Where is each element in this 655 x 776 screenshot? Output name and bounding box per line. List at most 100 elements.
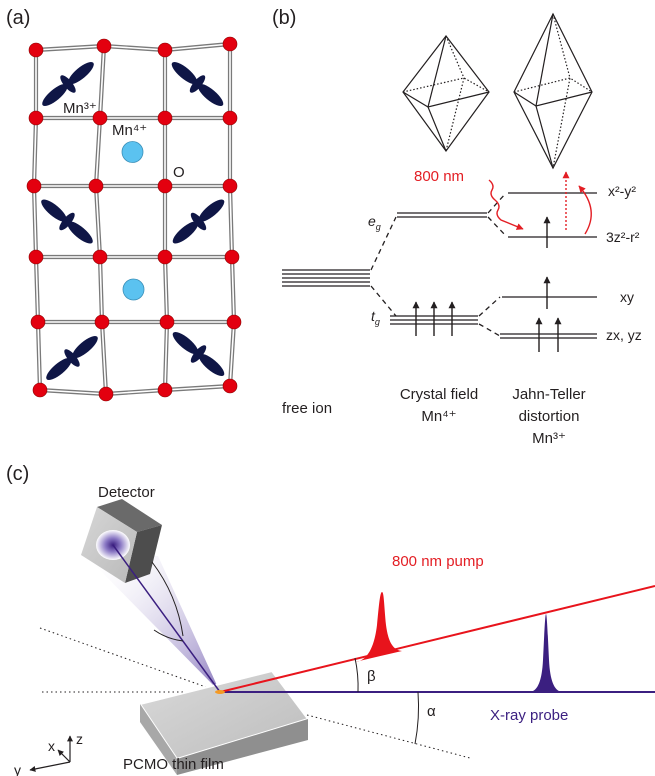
electron-spins <box>412 216 562 352</box>
bond-highlight <box>99 256 103 323</box>
detector-label: Detector <box>98 484 155 501</box>
oxygen-atom <box>157 110 173 126</box>
oxygen-atom <box>222 178 238 194</box>
mn3-orbital <box>42 61 94 107</box>
panel-a-label: (a) <box>6 7 30 29</box>
mn3-orbitals <box>41 61 225 381</box>
level-x2-y2: x²-y² <box>608 183 636 199</box>
oxygen-atom <box>32 382 48 398</box>
oxygen-atom <box>26 178 42 194</box>
bond-highlight <box>39 389 107 395</box>
oxygen-label: O <box>173 164 185 181</box>
axis-y-label: y <box>14 762 21 776</box>
orbital-ring <box>189 75 206 93</box>
mn3-label: Mn³⁺ <box>63 100 97 117</box>
caption-crystal-field-ion: Mn⁴⁺ <box>421 408 456 425</box>
bond-highlight <box>37 321 41 391</box>
orbital-lobe <box>42 83 68 107</box>
caption-free-ion: free ion <box>282 400 332 417</box>
orbital-lobe <box>198 353 225 377</box>
scattered-beam <box>112 544 221 693</box>
bond-highlight <box>229 185 233 258</box>
bond-highlight <box>164 321 168 391</box>
oxygen-atom <box>222 110 238 126</box>
perovskite-lattice <box>26 36 242 402</box>
orbital-lobe <box>171 61 198 85</box>
bond-highlight <box>35 45 105 51</box>
bond-highlight <box>164 256 168 323</box>
oxygen-atoms <box>26 36 242 402</box>
panel-c-label: (c) <box>6 463 29 485</box>
reference-lines <box>39 627 471 759</box>
bond-highlight <box>164 385 231 391</box>
orbital-ring <box>59 212 75 231</box>
oxygen-atom <box>92 110 108 126</box>
level-zx-yz: zx, yz <box>606 327 642 343</box>
bond-highlight <box>99 45 105 119</box>
orbital-lobe <box>68 61 94 85</box>
coordinate-axes <box>29 735 73 772</box>
bond-highlight <box>101 321 107 395</box>
panel-b-label: (b) <box>272 7 296 29</box>
alpha-label: α <box>427 703 436 720</box>
mn3-orbital <box>41 199 93 244</box>
mn4-label: Mn⁴⁺ <box>112 122 147 139</box>
t2g-label: tg <box>371 308 380 327</box>
bond-highlight <box>103 45 166 51</box>
oxygen-atom <box>157 382 173 398</box>
oxygen-atom <box>157 178 173 194</box>
octahedron-elongated <box>513 12 593 170</box>
oxygen-atom <box>28 110 44 126</box>
bond-highlight <box>33 117 37 187</box>
orbital-lobe <box>172 221 199 244</box>
bond-highlight <box>231 256 235 323</box>
bond-highlight <box>105 389 166 395</box>
beam-spot <box>215 690 225 694</box>
caption-crystal-field: Crystal field <box>400 386 478 403</box>
oxygen-atom <box>157 249 173 265</box>
orbital-ring <box>64 349 80 367</box>
energy-level-diagram <box>282 192 597 339</box>
caption-jahn-teller-ion: Mn³⁺ <box>532 430 566 447</box>
pump-label: 800 nm pump <box>392 553 484 570</box>
pump-wavelength-label: 800 nm <box>414 168 464 185</box>
oxygen-atom <box>94 314 110 330</box>
bond-network <box>31 41 237 397</box>
mn4-ion <box>121 141 144 163</box>
orbital-lobe <box>197 83 224 107</box>
pump-pulse <box>355 592 402 662</box>
bond-highlight <box>35 256 39 323</box>
bond-highlight <box>33 185 37 258</box>
orbital-lobe <box>46 357 72 381</box>
oxygen-atom <box>224 249 240 265</box>
level-xy: xy <box>620 289 634 305</box>
orbital-lobe <box>198 199 225 222</box>
eg-label: eg <box>368 213 381 232</box>
bond-highlight <box>229 321 235 387</box>
oxygen-atom <box>28 42 44 58</box>
orbital-ring <box>60 75 76 93</box>
probe-pulse <box>530 614 562 692</box>
mn4-ions <box>121 141 145 301</box>
oxygen-atom <box>92 249 108 265</box>
mn3-orbital <box>46 335 98 381</box>
angle-arcs <box>151 561 420 745</box>
mn3-orbital <box>171 61 224 107</box>
bond-highlight <box>95 117 101 187</box>
bond-highlight <box>95 185 101 258</box>
orbital-ring <box>190 345 207 363</box>
mn3-orbital <box>172 199 225 244</box>
pump-excitation <box>488 171 592 235</box>
probe-label: X-ray probe <box>490 707 568 724</box>
orbital-lobe <box>41 199 67 222</box>
bond-highlight <box>164 43 231 51</box>
orbital-lobe <box>72 335 98 359</box>
sample-label: PCMO thin film <box>123 756 224 773</box>
oxygen-atom <box>226 314 242 330</box>
caption-jahn-teller: Jahn-Teller <box>512 386 585 403</box>
orbital-lobe <box>172 331 199 355</box>
pump-beam <box>219 585 655 693</box>
level-3z2-r2: 3z²-r² <box>606 229 640 245</box>
mn3-orbital <box>172 331 225 377</box>
